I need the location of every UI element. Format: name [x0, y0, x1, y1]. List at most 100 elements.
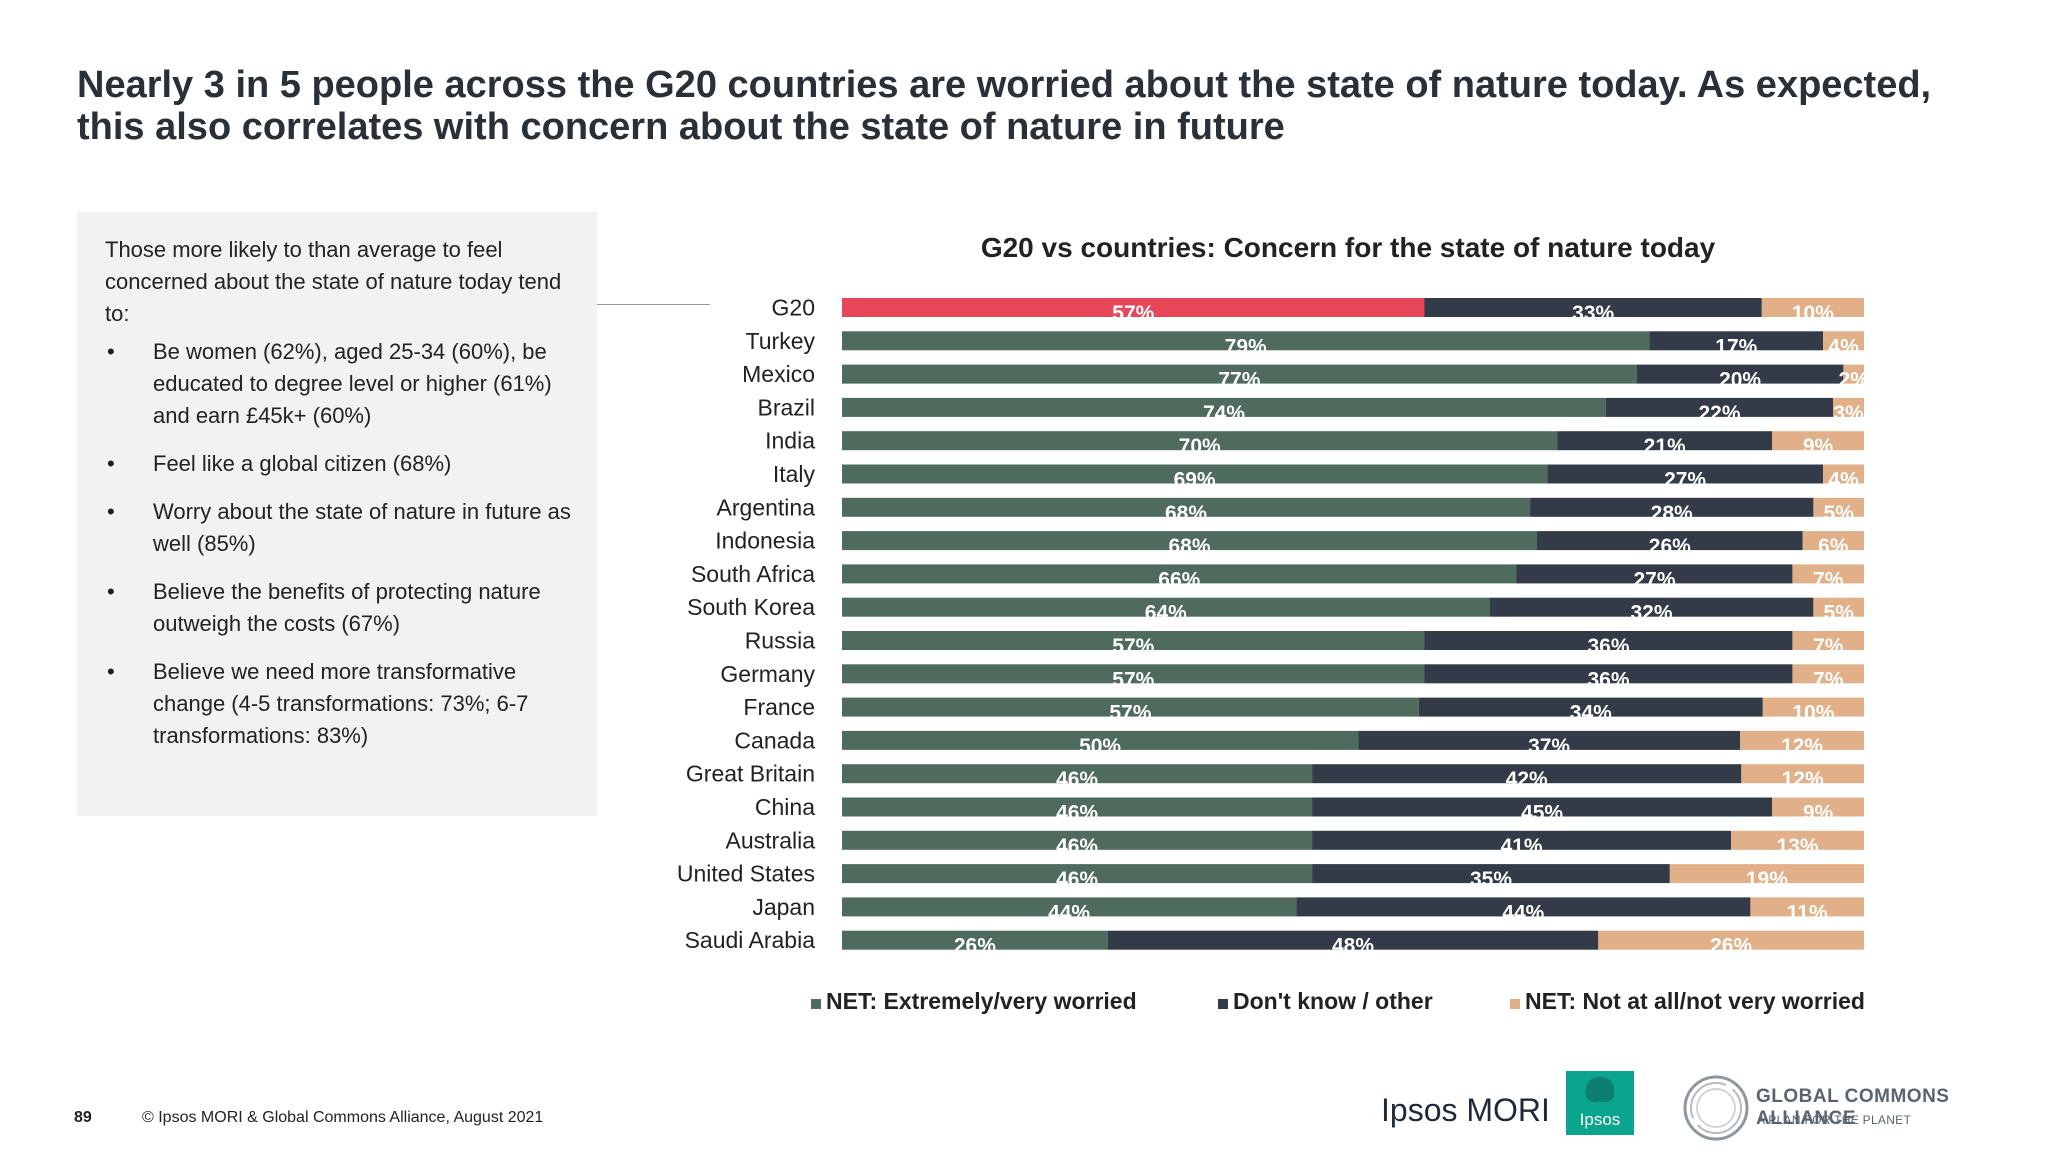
bar-segment: [842, 664, 1425, 684]
data-label: 46%: [1056, 768, 1098, 791]
bar-segment: [842, 897, 1297, 917]
category-label: Japan: [752, 894, 815, 920]
legend-label: NET: Not at all/not very worried: [1525, 988, 1865, 1014]
data-label: 45%: [1521, 802, 1563, 825]
data-label: 35%: [1470, 868, 1512, 891]
data-label: 7%: [1813, 668, 1844, 691]
data-label: 7%: [1813, 635, 1844, 658]
bar-segment: [1802, 531, 1864, 551]
category-label: Brazil: [757, 394, 815, 420]
data-label: 68%: [1168, 535, 1210, 558]
bar-segment: [1537, 531, 1803, 551]
data-label: 3%: [1833, 402, 1864, 425]
data-label: 19%: [1746, 868, 1788, 891]
bar-segment: [842, 697, 1419, 717]
bar-segment: [1823, 464, 1864, 484]
bar-segment: [1358, 730, 1741, 750]
data-label: 36%: [1587, 635, 1629, 658]
bar-segment: [842, 464, 1548, 484]
data-label: 44%: [1502, 901, 1544, 924]
data-label: 12%: [1782, 768, 1824, 791]
data-label: 7%: [1813, 568, 1844, 591]
copyright-text: © Ipsos MORI & Global Commons Alliance, …: [142, 1109, 544, 1126]
data-label: 70%: [1179, 435, 1221, 458]
insight-item: • Believe the benefits of protecting natu…: [105, 576, 575, 640]
category-label: India: [765, 428, 815, 454]
category-label: France: [743, 694, 815, 720]
bar-segment: [1424, 631, 1793, 650]
category-label: Turkey: [746, 328, 816, 354]
data-label: 13%: [1777, 835, 1819, 858]
bar-segment: [1762, 697, 1864, 717]
data-label: 32%: [1630, 602, 1672, 625]
ipsos-mori-logo: Ipsos MORI: [1381, 1092, 1550, 1128]
bar-segment: [842, 564, 1517, 584]
chart-title: G20 vs countries: Concern for the state …: [981, 232, 1716, 263]
data-label: 69%: [1174, 469, 1216, 492]
bar-segment: [1792, 564, 1864, 584]
category-label: Italy: [773, 461, 816, 487]
data-label: 12%: [1781, 735, 1823, 758]
data-label: 34%: [1570, 702, 1612, 725]
insight-list: • Be women (62%), aged 25-34 (60%), be ed…: [105, 336, 575, 768]
bar-segment: [1792, 664, 1864, 684]
category-label: G20: [772, 295, 815, 321]
data-label: 10%: [1792, 302, 1834, 325]
bar-segment: [1424, 664, 1793, 684]
bar-segment: [1296, 897, 1751, 917]
data-label: 46%: [1056, 868, 1098, 891]
bar-segment: [842, 431, 1558, 451]
insight-item-text: Believe we need more transformative chan…: [153, 659, 529, 748]
bar-segment: [1813, 597, 1864, 617]
bar-area: G20 57% 33% 10% Turkey 79% 17% 4% Mexico 77% 20% 2%…: [677, 295, 1869, 958]
data-label: 57%: [1109, 702, 1151, 725]
data-label: 50%: [1079, 735, 1121, 758]
bar-segment: [1772, 431, 1864, 451]
bar-segment: [1489, 597, 1814, 617]
category-label: Canada: [734, 727, 815, 753]
bar-segment: [1530, 497, 1814, 517]
bar-segment: [1636, 364, 1844, 384]
data-label: 74%: [1203, 402, 1245, 425]
data-label: 77%: [1218, 369, 1260, 392]
category-label: China: [755, 794, 815, 820]
category-label: Indonesia: [715, 528, 815, 554]
bar-segment: [1312, 830, 1732, 850]
insight-item: • Worry about the state of nature in futu…: [105, 496, 575, 560]
bar-segment: [1731, 830, 1864, 850]
data-label: 36%: [1587, 668, 1629, 691]
data-label: 9%: [1803, 435, 1834, 458]
data-label: 11%: [1787, 901, 1828, 924]
data-label: 4%: [1828, 469, 1859, 492]
bar-segment: [1741, 764, 1864, 784]
bullet-icon: •: [107, 499, 115, 524]
bar-segment: [1823, 331, 1864, 351]
bullet-icon: •: [107, 451, 115, 476]
data-label: 37%: [1528, 735, 1570, 758]
category-label: United States: [677, 861, 815, 887]
bar-segment: [1740, 730, 1864, 750]
data-label: 42%: [1506, 768, 1548, 791]
bullet-icon: •: [107, 339, 115, 364]
data-label: 79%: [1225, 335, 1267, 358]
bar-segment: [1312, 864, 1670, 884]
bar-segment: [1772, 797, 1864, 817]
bar-segment: [842, 531, 1537, 551]
page-headline: Nearly 3 in 5 people across the G20 coun…: [77, 64, 1932, 148]
data-label: 57%: [1112, 668, 1154, 691]
bar-segment: [1750, 897, 1864, 917]
category-label: Great Britain: [686, 761, 815, 787]
bar-segment: [842, 331, 1650, 351]
insight-item: • Be women (62%), aged 25-34 (60%), be ed…: [105, 336, 575, 432]
category-label: Argentina: [717, 494, 816, 520]
bar-segment: [1107, 930, 1599, 950]
data-label: 26%: [954, 935, 996, 958]
data-label: 27%: [1633, 568, 1675, 591]
category-label: South Korea: [687, 594, 815, 620]
legend-label: NET: Extremely/very worried: [826, 988, 1137, 1014]
insight-item-text: Worry about the state of nature in futur…: [153, 499, 571, 556]
data-label: 57%: [1112, 302, 1154, 325]
bar-segment: [1669, 864, 1864, 884]
legend-label: Don't know / other: [1233, 988, 1433, 1014]
bar-segment: [1605, 397, 1833, 417]
